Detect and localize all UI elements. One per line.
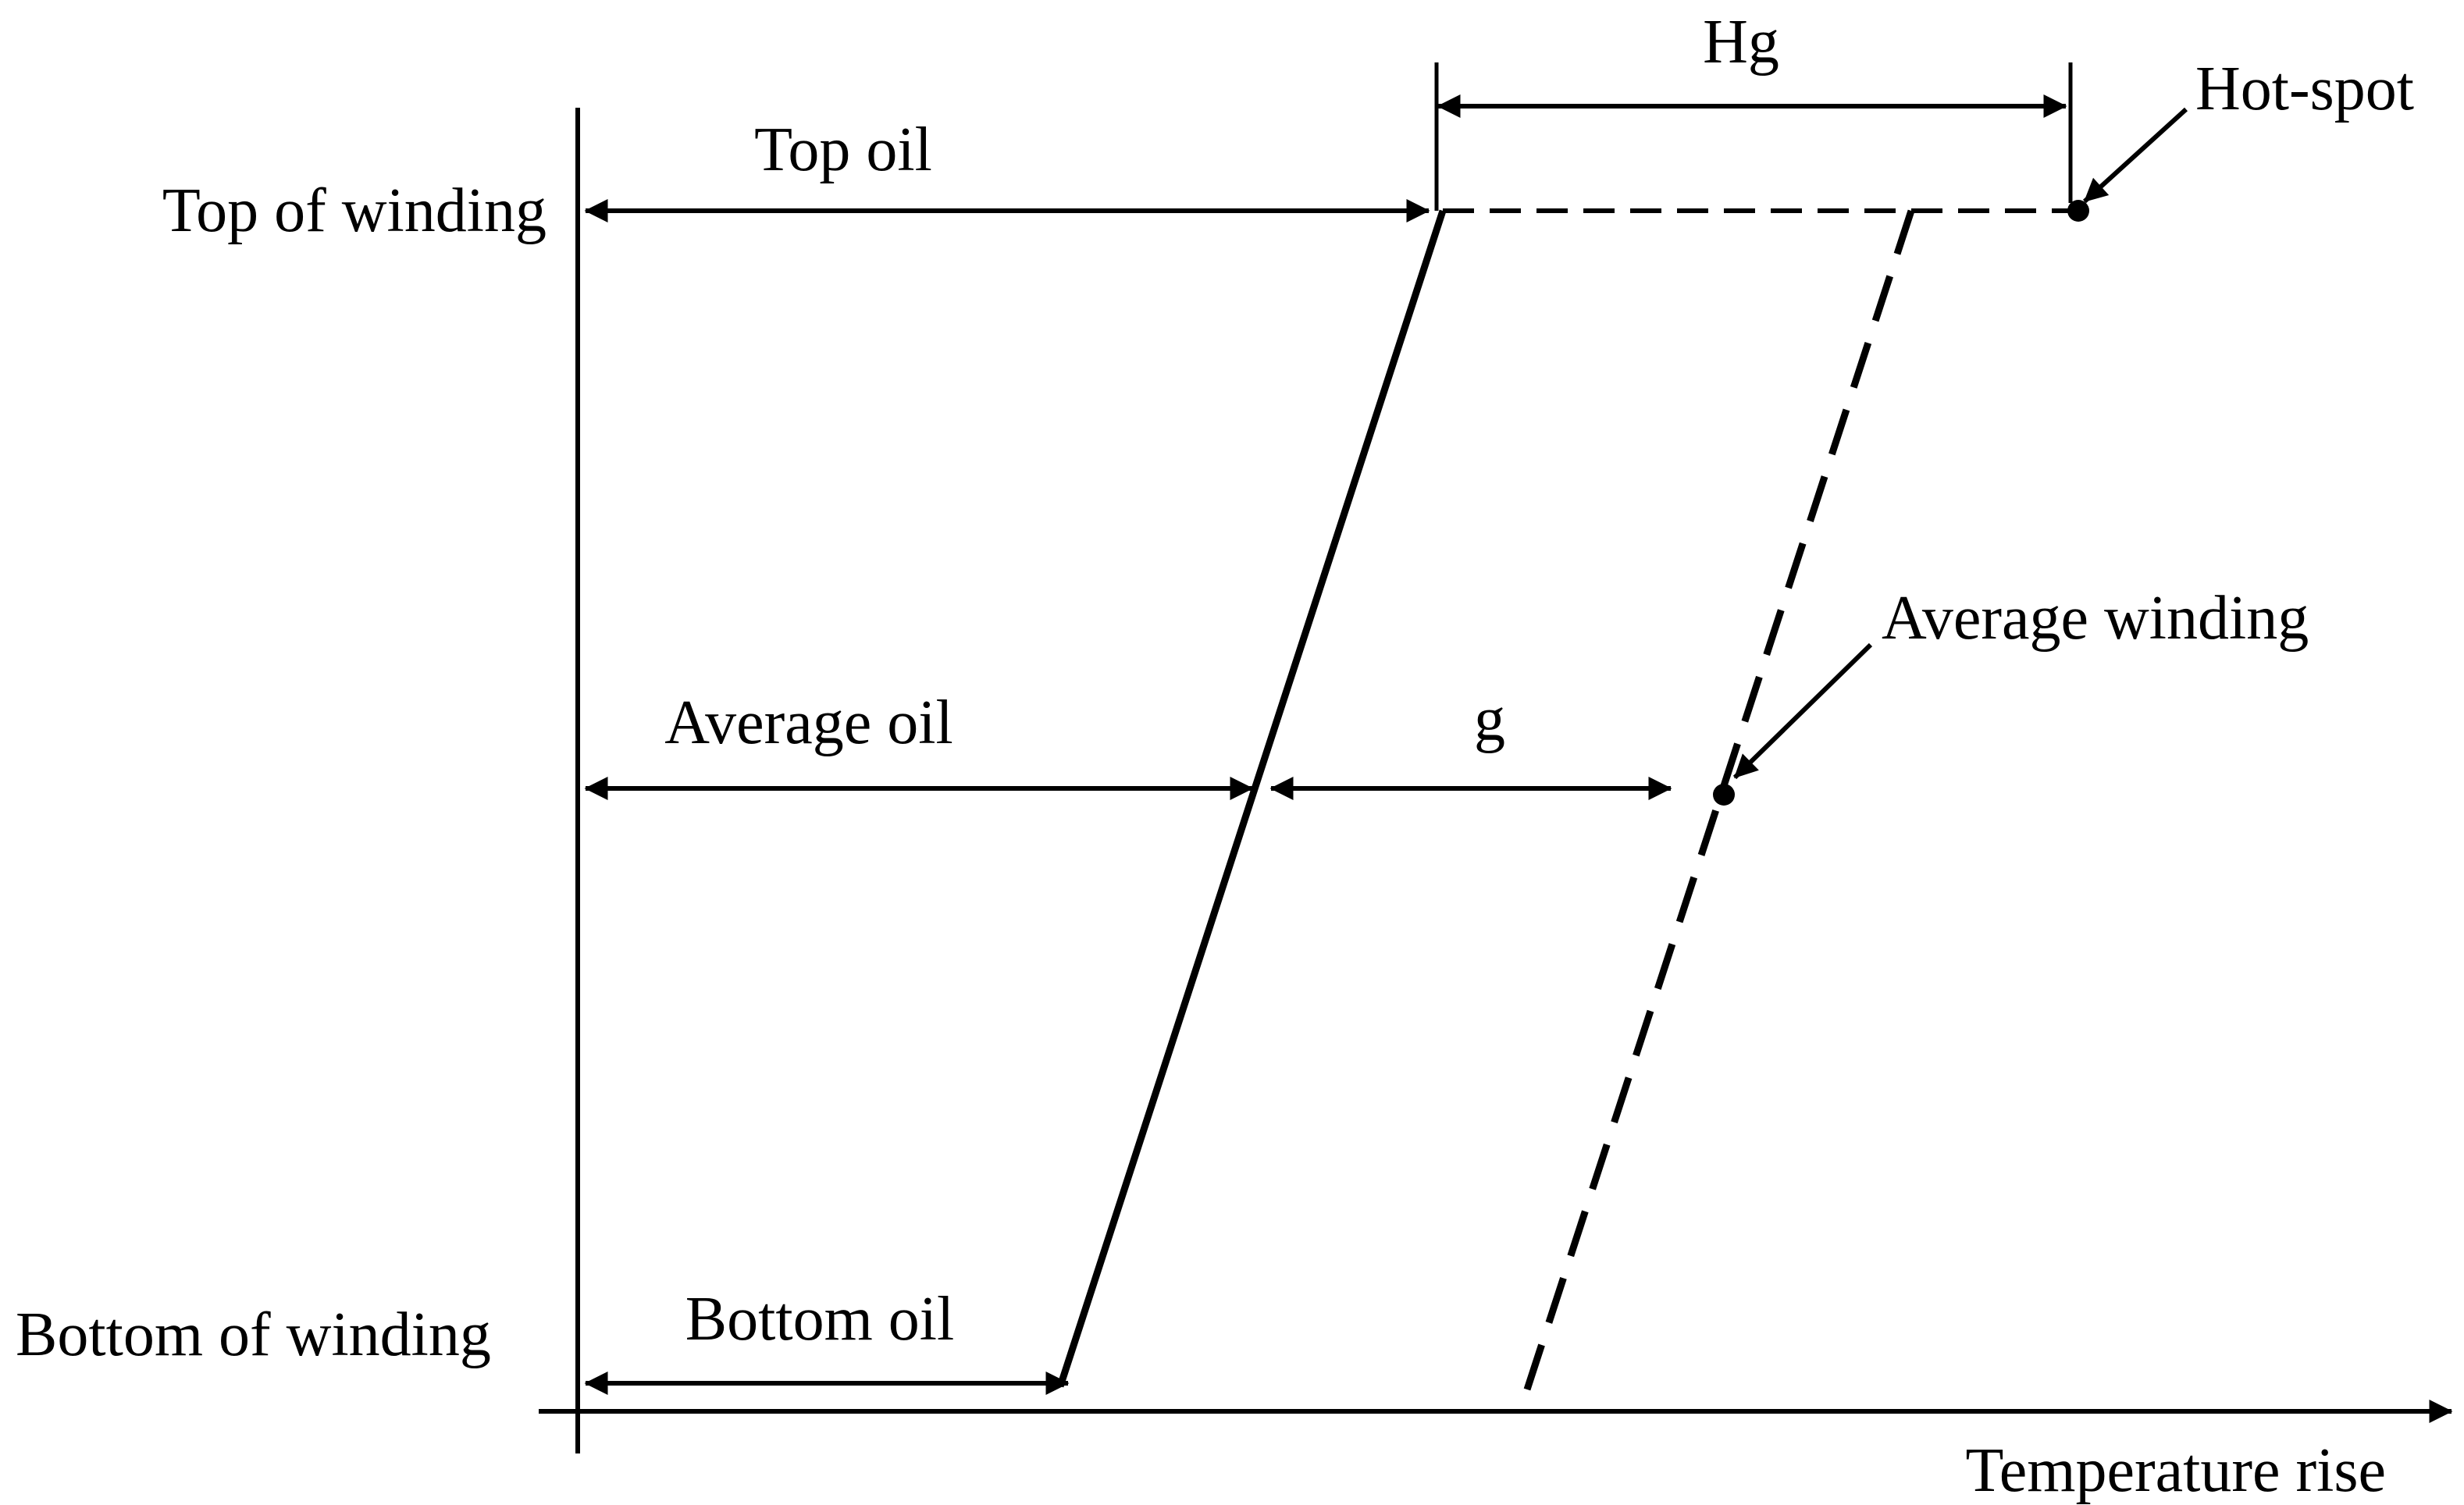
- label-g: g: [1474, 685, 1505, 754]
- label-average-winding: Average winding: [1882, 584, 2309, 653]
- label-temperature-rise: Temperature rise: [1965, 1436, 2386, 1505]
- label-top-oil: Top oil: [754, 116, 932, 184]
- oil-temperature-line: [1056, 209, 1447, 1388]
- label-average-oil: Average oil: [664, 688, 952, 757]
- label-top-of-winding: Top of winding: [162, 176, 547, 245]
- hot-spot-point: [2067, 200, 2089, 222]
- label-bottom-of-winding: Bottom of winding: [16, 1300, 491, 1369]
- label-bottom-oil: Bottom oil: [685, 1285, 955, 1354]
- label-hot-spot: Hot-spot: [2195, 55, 2414, 123]
- hot-spot-pointer: [2082, 107, 2188, 204]
- label-hg: Hg: [1703, 8, 1779, 76]
- average-winding-pointer: [1732, 642, 1873, 780]
- average-winding-point: [1713, 784, 1735, 806]
